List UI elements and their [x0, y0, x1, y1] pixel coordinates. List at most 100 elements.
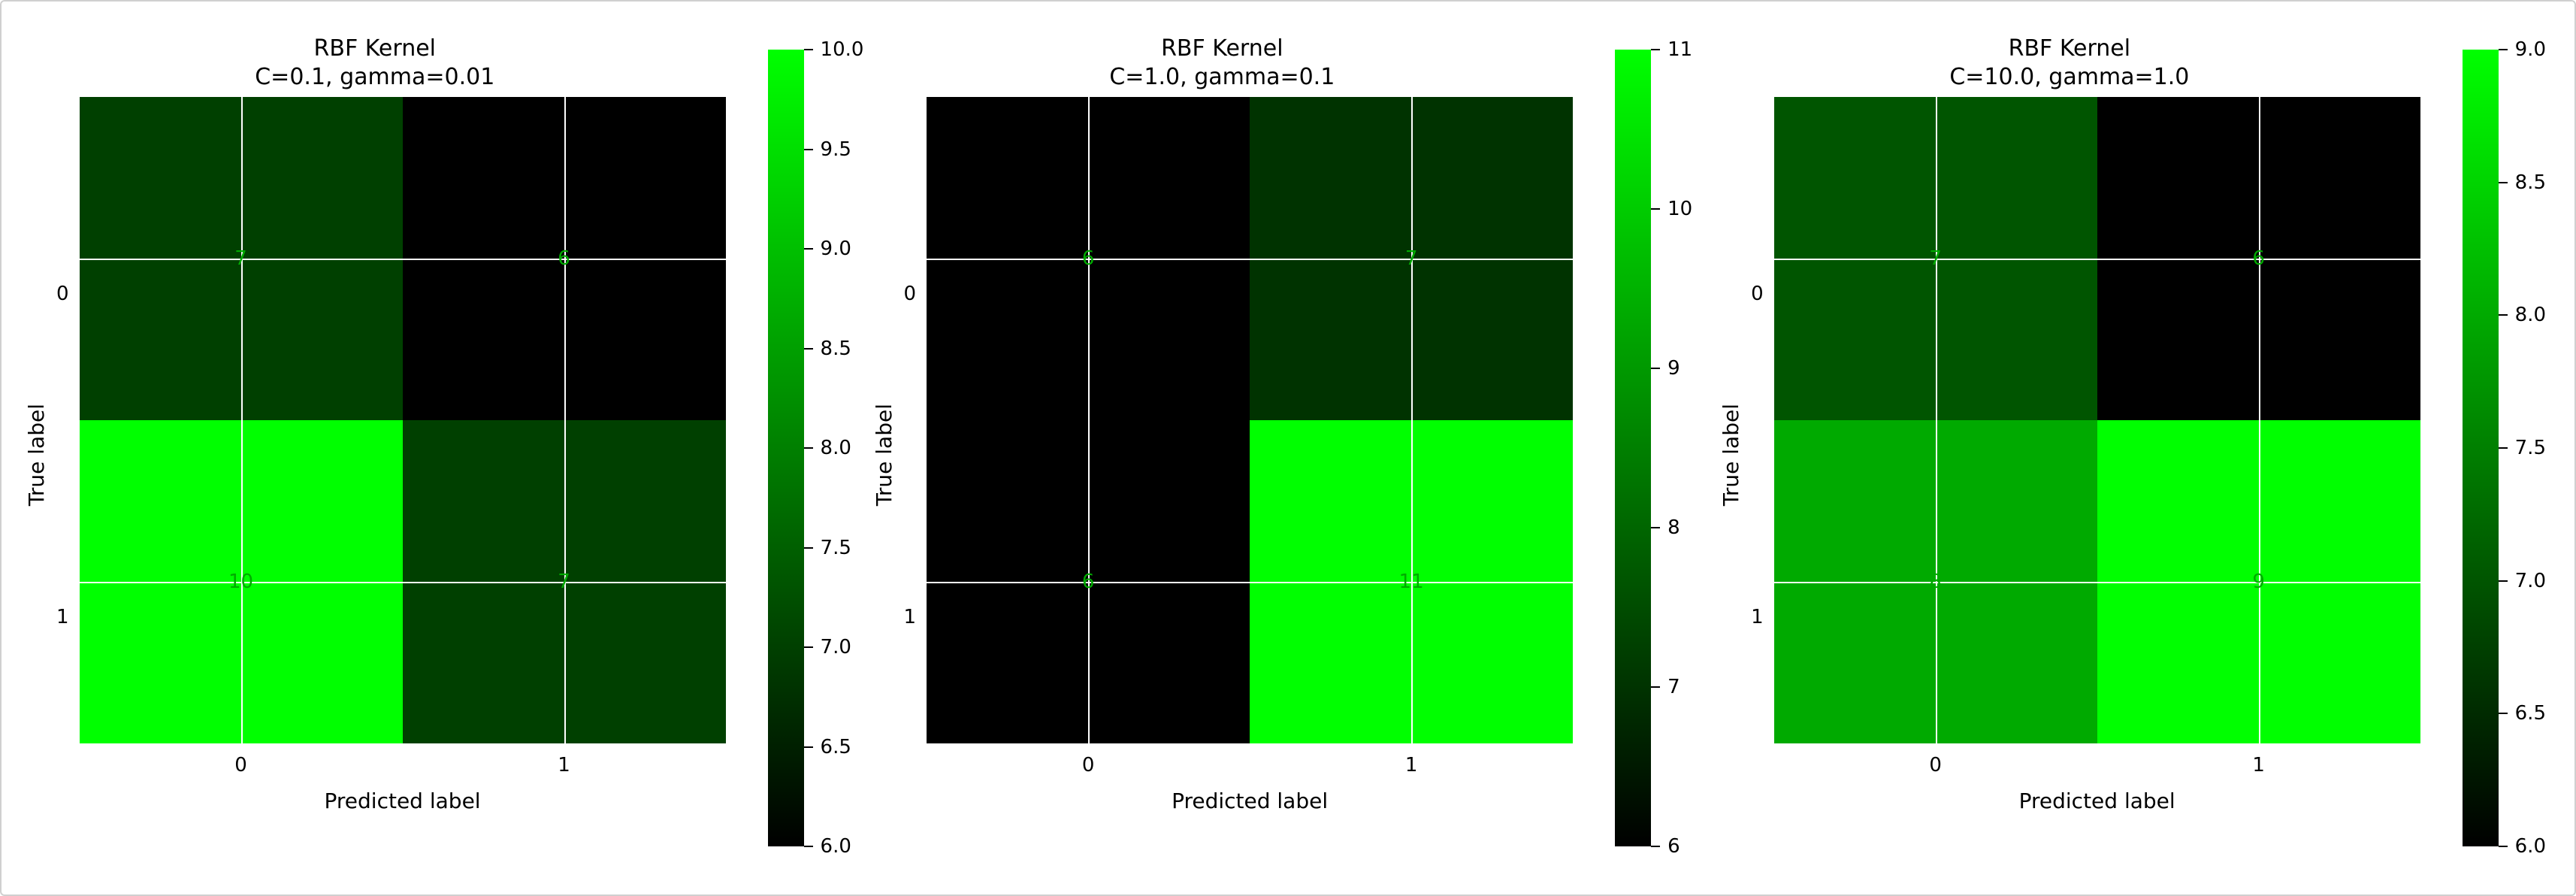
- colorbar-tick-mark: [1651, 686, 1660, 688]
- cell-value: 6: [558, 247, 570, 270]
- cell-value: 7: [234, 247, 247, 270]
- colorbar: 10.09.59.08.58.07.57.06.56.0: [768, 50, 872, 846]
- colorbar-gradient: [1615, 50, 1651, 846]
- gridline-v: [241, 97, 243, 743]
- heatmap-wrap: 768901Predicted label: [1774, 97, 2420, 813]
- colorbar-tick: 9.0: [2499, 38, 2546, 61]
- gridline-h: [927, 582, 1573, 583]
- colorbar-tick-mark: [804, 149, 813, 150]
- colorbar-tick-mark: [804, 646, 813, 648]
- colorbar-tick-label: 7.5: [821, 537, 851, 559]
- heatmap: 7 6 10 7: [80, 97, 726, 743]
- colorbar-tick: 6.5: [804, 736, 851, 758]
- colorbar-tick: 6.5: [2499, 702, 2546, 725]
- colorbar-tick-mark: [2499, 713, 2508, 714]
- ylabel: True label: [872, 404, 896, 506]
- heatmap-wrap: 7610701Predicted label: [80, 97, 726, 813]
- colorbar-tick-mark: [1651, 527, 1660, 528]
- colorbar-tick-mark: [804, 447, 813, 449]
- cell-value: 8: [1929, 571, 1942, 593]
- yticks: 01: [56, 132, 69, 779]
- colorbar-tick: 9.0: [804, 238, 851, 260]
- colorbar: 11109876: [1615, 50, 1719, 846]
- chart-title-line1: RBF Kernel: [1109, 35, 1335, 63]
- cell-value: 7: [1405, 247, 1418, 270]
- colorbar-tick-mark: [1651, 49, 1660, 50]
- colorbar-ticks: 11109876: [1651, 50, 1719, 846]
- colorbar-tick-mark: [2499, 49, 2508, 50]
- colorbar-tick-label: 6.0: [2515, 835, 2546, 858]
- heatmap: 7689: [1774, 97, 2420, 743]
- colorbar-tick-label: 6.5: [821, 736, 851, 758]
- gridline-v: [1936, 97, 1937, 743]
- colorbar-tick-label: 9.5: [821, 138, 851, 161]
- colorbar: 9.08.58.07.57.06.56.0: [2463, 50, 2566, 846]
- chart-title-line2: C=10.0, gamma=1.0: [1949, 63, 2189, 92]
- ytick: 0: [1751, 284, 1764, 304]
- cell-value: 7: [558, 571, 570, 593]
- xlabel: Predicted label: [1172, 789, 1328, 813]
- xtick: 1: [2252, 754, 2265, 776]
- cell-value: 11: [1399, 571, 1424, 593]
- xticks: 01: [927, 754, 1573, 776]
- colorbar-tick: 8.0: [804, 437, 851, 459]
- chart-title-line2: C=0.1, gamma=0.01: [255, 63, 494, 92]
- colorbar-tick: 11: [1651, 38, 1692, 61]
- xtick: 1: [558, 754, 570, 776]
- xtick: 0: [1082, 754, 1095, 776]
- colorbar-tick: 7.5: [2499, 437, 2546, 459]
- axes-row: True label017610701Predicted label: [24, 97, 726, 813]
- ylabel: True label: [1719, 404, 1743, 506]
- colorbar-tick-mark: [1651, 368, 1660, 369]
- chart-title: RBF KernelC=0.1, gamma=0.01: [255, 35, 494, 91]
- axes-row: True label016761101Predicted label: [872, 97, 1574, 813]
- chart-title: RBF KernelC=1.0, gamma=0.1: [1109, 35, 1335, 91]
- colorbar-tick-mark: [2499, 580, 2508, 582]
- xtick: 0: [1929, 754, 1942, 776]
- colorbar-tick-mark: [2499, 846, 2508, 847]
- cell-value: 6: [1082, 571, 1095, 593]
- plot-area: RBF KernelC=1.0, gamma=0.1True label0167…: [872, 35, 1574, 813]
- colorbar-tick-label: 8.5: [2515, 171, 2546, 194]
- colorbar-tick-mark: [804, 846, 813, 847]
- xlabel: Predicted label: [2019, 789, 2175, 813]
- subplot-2: RBF KernelC=10.0, gamma=1.0True label017…: [1719, 35, 2566, 861]
- colorbar-tick: 6: [1651, 835, 1680, 858]
- cell-value: 7: [1929, 247, 1942, 270]
- colorbar-tick-mark: [804, 248, 813, 250]
- colorbar-tick-mark: [804, 746, 813, 748]
- cell-value: 10: [228, 571, 253, 593]
- ytick: 0: [904, 284, 917, 304]
- colorbar-tick-mark: [2499, 182, 2508, 183]
- subplot-1: RBF KernelC=1.0, gamma=0.1True label0167…: [872, 35, 1719, 861]
- plot-area: RBF KernelC=0.1, gamma=0.01True label017…: [24, 35, 726, 813]
- gridline-v: [564, 97, 566, 743]
- gridline-h: [1774, 582, 2420, 583]
- colorbar-tick-label: 9.0: [2515, 38, 2546, 61]
- gridline-h: [1774, 259, 2420, 260]
- colorbar-tick-mark: [1651, 846, 1660, 847]
- gridline-h: [927, 259, 1573, 260]
- xtick: 1: [1405, 754, 1418, 776]
- gridline-v: [1411, 97, 1413, 743]
- axes-row: True label01768901Predicted label: [1719, 97, 2420, 813]
- colorbar-ticks: 9.08.58.07.57.06.56.0: [2499, 50, 2566, 846]
- subplot-0: RBF KernelC=0.1, gamma=0.01True label017…: [24, 35, 872, 861]
- heatmap: 6 7 6 11: [927, 97, 1573, 743]
- colorbar-tick-label: 8.0: [821, 437, 851, 459]
- heatmap-wrap: 6761101Predicted label: [927, 97, 1573, 813]
- colorbar-tick-mark: [804, 49, 813, 50]
- colorbar-gradient: [2463, 50, 2499, 846]
- xticks: 01: [1774, 754, 2420, 776]
- ytick: 1: [1751, 607, 1764, 627]
- xlabel: Predicted label: [325, 789, 481, 813]
- colorbar-tick-label: 8: [1667, 516, 1680, 539]
- colorbar-ticks: 10.09.59.08.58.07.57.06.56.0: [804, 50, 872, 846]
- colorbar-tick: 6.0: [804, 835, 851, 858]
- cell-value: 6: [1082, 247, 1095, 270]
- figure: RBF KernelC=0.1, gamma=0.01True label017…: [0, 0, 2576, 896]
- colorbar-tick: 6.0: [2499, 835, 2546, 858]
- yticks: 01: [904, 132, 917, 779]
- gridline-v: [2259, 97, 2260, 743]
- cell-value: 6: [2252, 247, 2265, 270]
